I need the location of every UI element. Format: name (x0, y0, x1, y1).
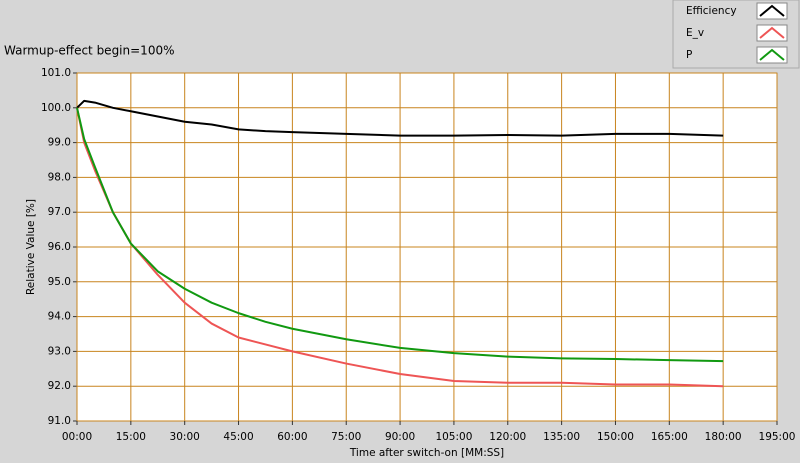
y-tick-label: 100.0 (41, 102, 71, 114)
y-tick-label: 96.0 (48, 241, 71, 253)
series-line (76, 107, 724, 363)
y-tick-label: 95.0 (48, 276, 71, 288)
x-tick-label: 150:00 (597, 431, 634, 443)
x-axis-label: Time after switch-on [MM:SS] (349, 447, 504, 459)
x-tick-label: 120:00 (489, 431, 526, 443)
x-tick-label: 75:00 (331, 431, 361, 443)
y-tick-label: 98.0 (48, 171, 71, 183)
x-tick-label: 135:00 (543, 431, 580, 443)
legend-swatch (756, 46, 788, 64)
y-tick-label: 97.0 (48, 206, 71, 218)
legend-line (759, 26, 785, 39)
x-tick-label: 60:00 (277, 431, 307, 443)
series-line (76, 99, 724, 137)
x-tick-label: 105:00 (435, 431, 472, 443)
legend-label: E_v (686, 27, 704, 39)
y-tick-label: 99.0 (48, 137, 71, 149)
legend-line (759, 4, 785, 17)
y-tick-label: 91.0 (48, 415, 71, 427)
y-tick-label: 92.0 (48, 380, 71, 392)
legend-swatch (756, 2, 788, 20)
x-tick-label: 90:00 (385, 431, 415, 443)
x-tick-label: 45:00 (223, 431, 253, 443)
legend-label: Efficiency (686, 5, 737, 17)
chart-title: Warmup-effect begin=100% (4, 44, 174, 58)
x-tick-label: 195:00 (759, 431, 796, 443)
y-tick-label: 93.0 (48, 345, 71, 357)
legend-label: P (686, 49, 692, 61)
legend-line (759, 48, 785, 61)
legend-swatch (756, 24, 788, 42)
y-tick-label: 101.0 (41, 67, 71, 79)
x-tick-label: 165:00 (651, 431, 688, 443)
y-axis-label: Relative Value [%] (25, 199, 37, 295)
x-tick-label: 30:00 (170, 431, 200, 443)
x-tick-label: 180:00 (705, 431, 742, 443)
x-tick-label: 15:00 (116, 431, 146, 443)
y-tick-label: 94.0 (48, 311, 71, 323)
x-tick-label: 00:00 (62, 431, 92, 443)
